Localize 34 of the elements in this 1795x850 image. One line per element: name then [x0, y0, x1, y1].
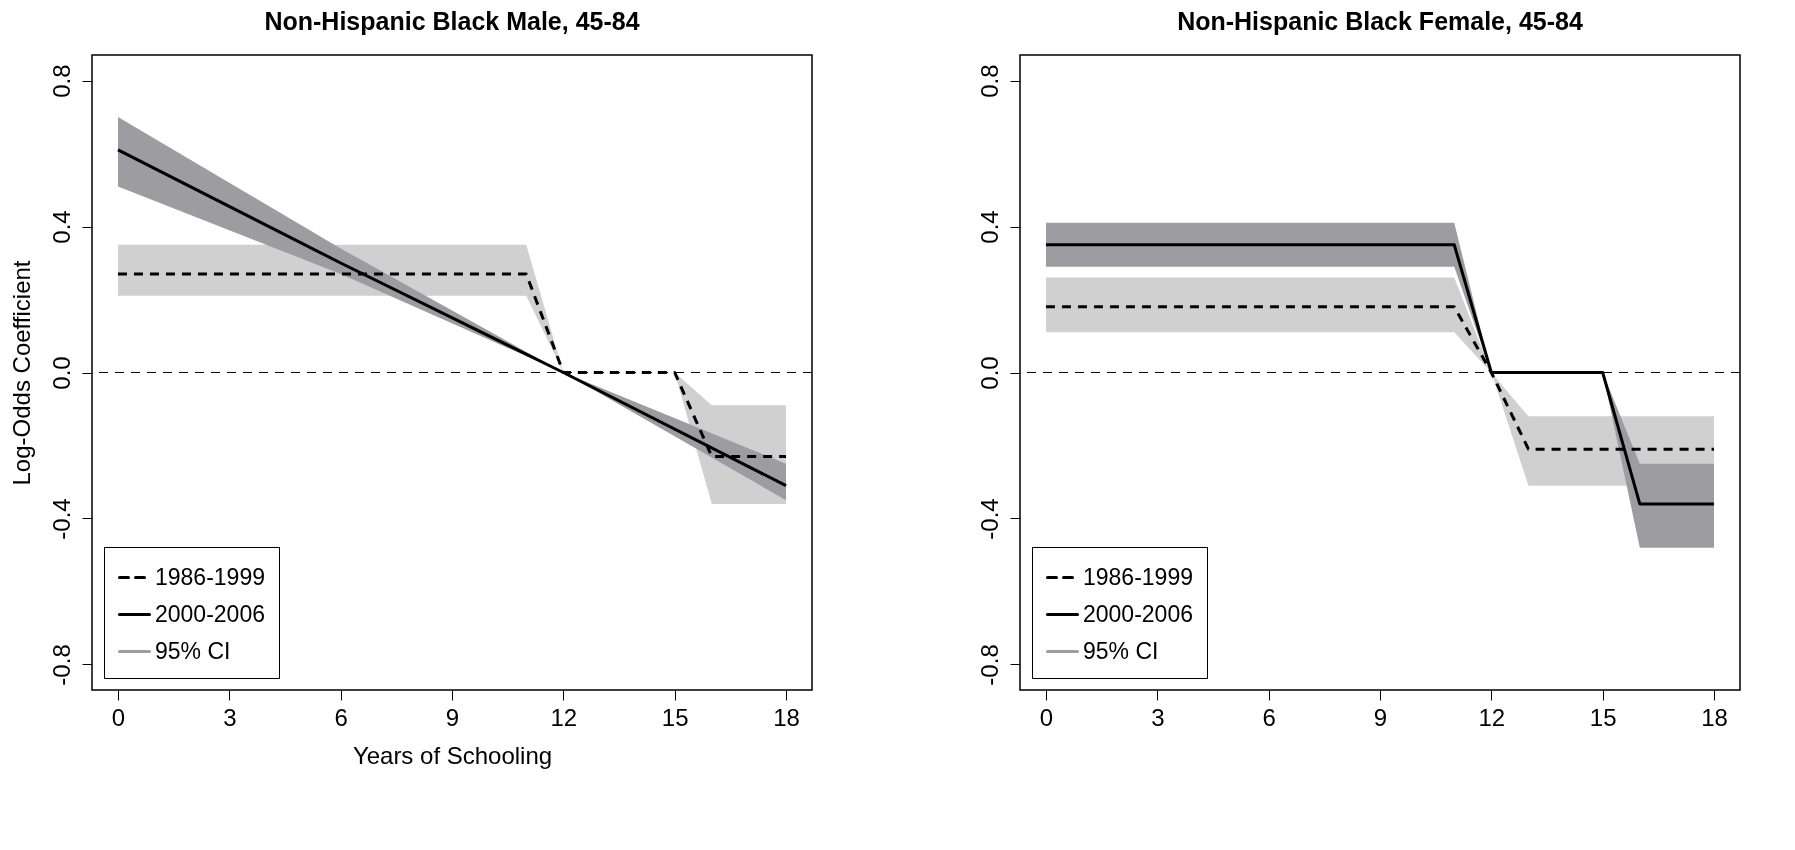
- x-tick-label: 9: [1373, 703, 1388, 731]
- x-tick-label: 0: [111, 703, 126, 731]
- x-tick-label: 18: [1701, 703, 1728, 731]
- x-tick-label: 3: [1151, 703, 1165, 731]
- x-tick-label: 6: [1262, 703, 1276, 731]
- y-tick-label: 0.0: [975, 356, 1003, 390]
- x-axis-title: Years of Schooling: [352, 741, 553, 769]
- legend-label: 2000-2006: [155, 600, 265, 627]
- y-tick-label: -0.8: [975, 644, 1003, 686]
- x-tick-label: 18: [773, 703, 800, 731]
- x-tick-label: 12: [550, 703, 578, 731]
- y-tick-label: 0.8: [975, 64, 1003, 98]
- x-tick-label: 0: [1039, 703, 1054, 731]
- y-tick-label: 0.8: [47, 64, 75, 98]
- y-tick-label: -0.8: [47, 644, 75, 686]
- x-tick-label: 15: [1589, 703, 1617, 731]
- x-tick-label: 12: [1478, 703, 1506, 731]
- y-tick-label: 0.4: [47, 210, 75, 244]
- y-tick-label: -0.4: [47, 498, 75, 540]
- legend-label: 2000-2006: [1083, 600, 1193, 627]
- x-tick-label: 9: [445, 703, 460, 731]
- y-axis-title: Log-Odds Coefficient: [7, 260, 35, 486]
- y-tick-label: 0.0: [47, 356, 75, 390]
- annotation: 95% CI: [1083, 637, 1159, 664]
- legend-label: 1986-1999: [1083, 563, 1193, 590]
- x-tick-label: 15: [661, 703, 689, 731]
- x-tick-label: 3: [223, 703, 237, 731]
- chart-title: Non-Hispanic Black Male, 45-84: [264, 7, 640, 35]
- legend-label: 1986-1999: [155, 563, 265, 590]
- y-tick-label: -0.4: [975, 498, 1003, 540]
- y-tick-label: 0.4: [975, 210, 1003, 244]
- annotation: 95% CI: [155, 637, 231, 664]
- chart-title: Non-Hispanic Black Female, 45-84: [1177, 7, 1583, 35]
- x-tick-label: 6: [334, 703, 348, 731]
